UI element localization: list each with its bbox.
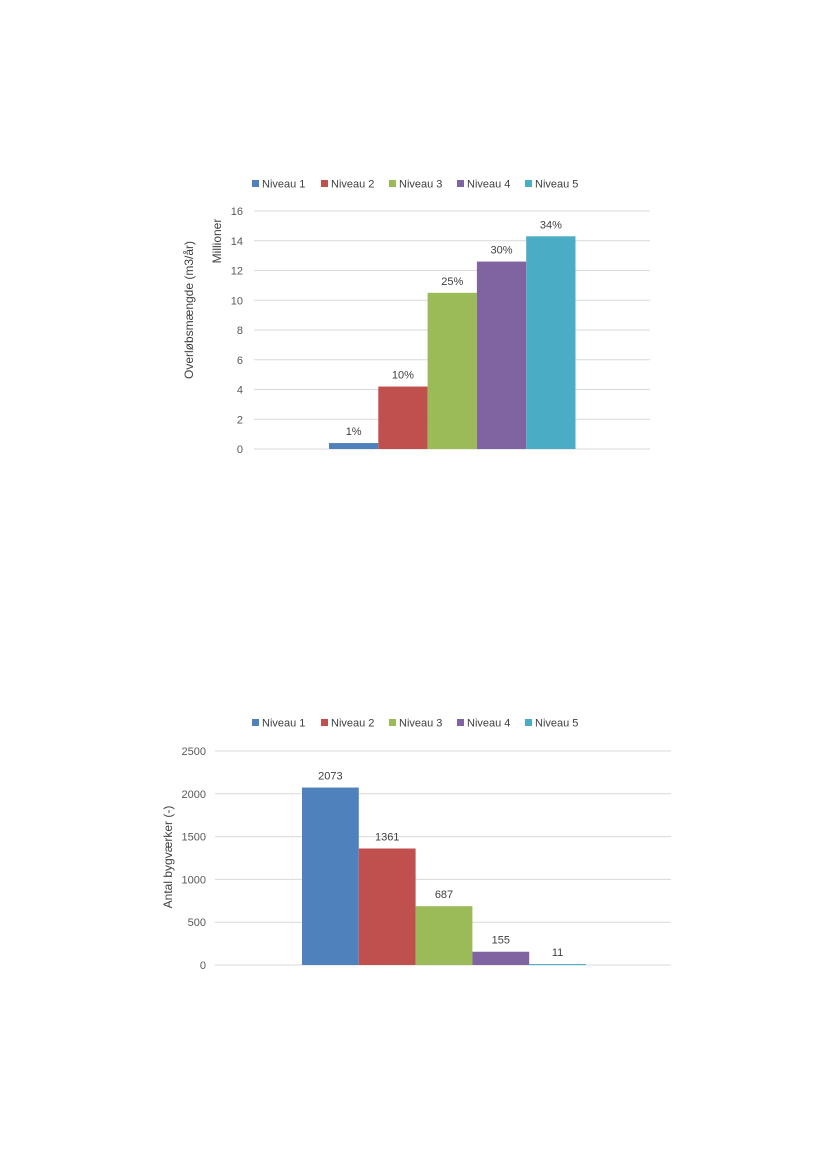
legend-label: Niveau 2 [331, 718, 374, 730]
legend-swatch [389, 180, 396, 187]
legend-swatch [525, 719, 532, 726]
bar-data-label: 34% [540, 219, 562, 231]
y-axis-title: Antal bygværker (-) [161, 806, 175, 909]
y-tick-label: 0 [237, 444, 243, 456]
y-tick-label: 4 [237, 385, 243, 397]
legend-swatch [252, 180, 259, 187]
bar-niveau-5 [529, 964, 586, 966]
legend-label: Niveau 1 [262, 718, 305, 730]
bar-data-label: 30% [491, 245, 513, 257]
y-tick-label: 1500 [182, 832, 206, 844]
y-tick-label: 2500 [182, 746, 206, 758]
y-tick-label: 0 [200, 960, 206, 972]
overflow-volume-chart: Overløbsmængde (m3/år) Millioner 0 2 4 6 8 10… [182, 179, 650, 456]
bar-data-label: 1% [346, 426, 362, 438]
legend-label: Niveau 4 [467, 718, 510, 730]
legend-label: Niveau 1 [262, 179, 305, 191]
legend-label: Niveau 5 [535, 179, 578, 191]
y-tick-label: 500 [188, 917, 206, 929]
y-tick-label: 6 [237, 355, 243, 367]
bar-niveau-1 [302, 787, 359, 965]
bar-niveau-3 [415, 906, 473, 965]
legend-swatch [525, 180, 532, 187]
bar-data-label: 2073 [318, 771, 342, 783]
legend-label: Niveau 5 [535, 718, 578, 730]
bar-niveau-4 [476, 261, 527, 449]
bar-niveau-2 [358, 848, 416, 965]
y-tick-label: 12 [231, 266, 243, 278]
legend-label: Niveau 3 [399, 179, 442, 191]
y-tick-label: 14 [231, 236, 243, 248]
y-axis-title: Overløbsmængde (m3/år) [182, 241, 196, 379]
bar-data-label: 25% [441, 276, 463, 288]
legend-label: Niveau 2 [331, 179, 374, 191]
y-tick-label: 8 [237, 325, 243, 337]
bar-data-label: 1361 [375, 831, 399, 843]
y-axis-unit-label: Millioner [210, 219, 224, 264]
legend-swatch [252, 719, 259, 726]
y-tick-label: 2 [237, 414, 243, 426]
y-tick-label: 16 [231, 206, 243, 218]
legend-label: Niveau 3 [399, 718, 442, 730]
legend-swatch [457, 180, 464, 187]
structure-count-chart: Antal bygværker (-) 0 500 1000 1500 2000 2500… [161, 718, 671, 972]
y-tick-label: 10 [231, 295, 243, 307]
bar-data-label: 11 [552, 947, 563, 959]
legend-label: Niveau 4 [467, 179, 510, 191]
legend-swatch [321, 719, 328, 726]
y-tick-label: 1000 [182, 874, 206, 886]
bar-data-label: 155 [492, 935, 510, 947]
legend-swatch [321, 180, 328, 187]
bar-data-label: 687 [435, 889, 453, 901]
bar-data-label: 10% [392, 370, 414, 382]
legend-swatch [389, 719, 396, 726]
y-tick-label: 2000 [182, 789, 206, 801]
legend-swatch [457, 719, 464, 726]
bar-niveau-2 [378, 386, 428, 449]
bar-niveau-3 [427, 292, 477, 449]
bar-niveau-5 [526, 236, 576, 449]
bar-niveau-4 [472, 951, 530, 965]
bar-niveau-1 [329, 443, 379, 449]
